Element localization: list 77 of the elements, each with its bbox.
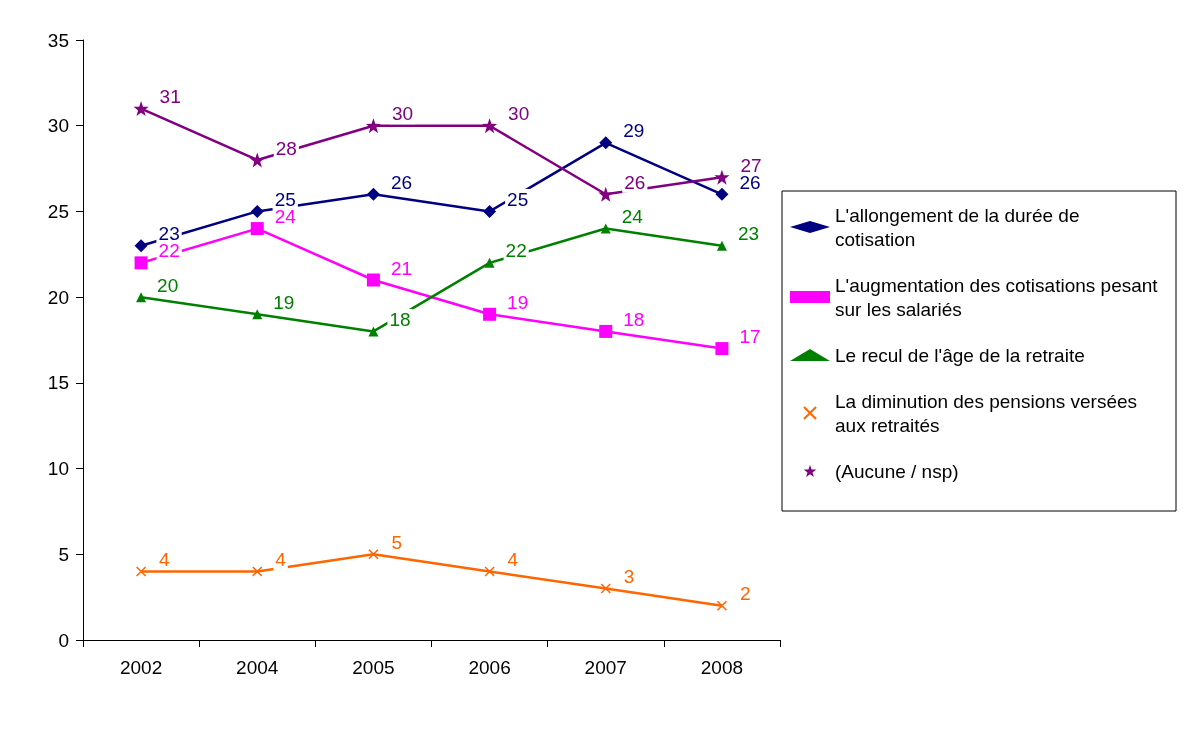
point	[483, 204, 497, 218]
y-tick-label: 0	[58, 629, 69, 651]
point	[483, 307, 497, 321]
y-tick-label: 35	[47, 29, 69, 51]
data-label: 4	[159, 548, 171, 570]
y-tick-label: 25	[47, 200, 69, 222]
data-label: 26	[624, 171, 646, 193]
x-tick-label: 2007	[584, 657, 627, 678]
point	[600, 223, 611, 234]
point	[250, 204, 264, 218]
legend-label: L'allongement de la durée de cotisation	[835, 204, 1085, 250]
y-tick-label: 20	[47, 286, 69, 308]
y-tick-label: 30	[47, 115, 69, 137]
data-label: 23	[737, 223, 760, 245]
data-label: 26	[390, 171, 413, 193]
point	[715, 187, 729, 201]
point	[136, 292, 147, 303]
point	[716, 600, 728, 611]
point	[599, 324, 613, 338]
point	[716, 240, 727, 251]
x-tick-label: 2005	[352, 657, 395, 678]
data-label: 25	[507, 188, 529, 210]
point	[250, 222, 264, 236]
legend-label: L'augmentation des cotisations pesant sur les salariés	[835, 274, 1163, 320]
y-tick-label: 10	[47, 458, 69, 480]
data-label: 21	[390, 257, 413, 279]
point	[249, 152, 265, 168]
point	[599, 136, 613, 150]
data-label: 4	[275, 548, 287, 570]
point	[368, 326, 379, 337]
y-tick-label: 15	[47, 372, 69, 394]
data-label: 25	[274, 188, 296, 210]
data-label: 24	[621, 206, 644, 228]
point	[366, 273, 380, 287]
legend-label: La diminution des pensions versées aux retraités	[835, 390, 1143, 436]
point	[714, 169, 730, 185]
point	[135, 566, 147, 577]
data-label: 5	[391, 531, 402, 553]
data-label: 4	[507, 548, 519, 570]
point	[365, 118, 381, 134]
x-tick-label: 2004	[236, 657, 279, 678]
data-label: 30	[391, 103, 414, 125]
x-tick-label: 2006	[468, 657, 511, 678]
point	[252, 566, 263, 577]
legend-label: Le recul de l'âge de la retraite	[835, 344, 1085, 366]
point	[484, 257, 495, 268]
y-tick-label: 5	[58, 543, 69, 565]
point	[368, 549, 379, 560]
legend-label: (Aucune / nsp)	[835, 460, 959, 482]
data-label: 22	[158, 240, 180, 262]
data-label: 29	[623, 120, 645, 142]
data-label: 18	[623, 308, 645, 330]
data-label: 19	[273, 291, 295, 313]
data-label: 28	[275, 137, 297, 159]
data-label: 31	[159, 86, 181, 108]
point	[366, 187, 380, 201]
data-label: 22	[505, 240, 527, 262]
point	[134, 256, 148, 270]
point	[134, 239, 148, 253]
data-label: 18	[389, 308, 411, 330]
point	[600, 583, 611, 594]
data-label: 30	[508, 103, 530, 125]
point	[715, 342, 729, 356]
point	[482, 118, 498, 134]
data-label: 3	[623, 566, 635, 588]
point	[598, 186, 614, 202]
point	[133, 101, 149, 117]
point	[484, 566, 495, 577]
data-label: 2	[739, 583, 751, 605]
x-tick-label: 2002	[119, 657, 163, 678]
point	[252, 309, 263, 320]
data-label: 20	[157, 274, 179, 296]
data-label: 24	[274, 206, 297, 228]
data-label: 17	[739, 326, 761, 348]
x-tick-label: 2008	[700, 657, 744, 678]
data-label: 23	[158, 223, 180, 245]
data-label: 19	[507, 291, 529, 313]
